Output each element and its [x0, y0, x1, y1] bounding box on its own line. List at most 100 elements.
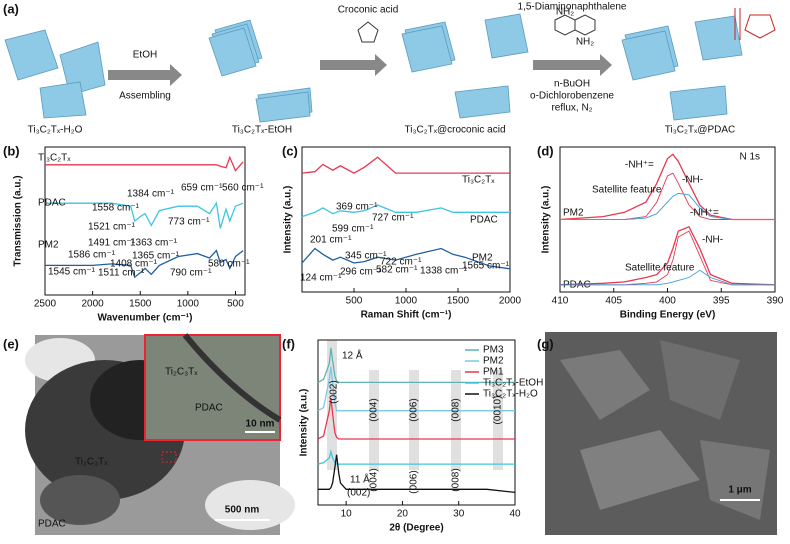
arrow — [108, 64, 182, 86]
stack — [208, 19, 313, 123]
annotation: (0010) — [493, 396, 504, 425]
annotation: -NH⁺= — [625, 160, 654, 171]
x-tick-label: 20 — [397, 509, 409, 520]
x-axis-label: Raman Shift (cm⁻¹) — [361, 310, 452, 321]
annotation: 1365 cm⁻¹ — [132, 251, 180, 262]
x-tick-label: 2000 — [81, 299, 104, 310]
series-line — [317, 449, 515, 465]
annotation: (002) — [329, 380, 340, 403]
label: Ti₃C₂Tₓ-EtOH — [232, 125, 292, 136]
panel-label: (c) — [282, 143, 298, 158]
legend-label: Ti₃C₂Tₓ-EtOH — [483, 378, 543, 389]
x-tick-label: 2500 — [34, 299, 57, 310]
annotation: -NH- — [702, 235, 723, 246]
label: Ti₃C₂Tₓ-H₂O — [28, 125, 83, 136]
annotation: -NH- — [682, 175, 703, 186]
x-axis-label: 2θ (Degree) — [389, 523, 443, 534]
x-axis-label: Binding Energy (eV) — [620, 310, 716, 321]
x-tick-label: 500 — [227, 299, 244, 310]
label: EtOH — [133, 50, 157, 61]
x-tick-label: 30 — [453, 509, 465, 520]
series-line — [317, 366, 515, 412]
annotation: (006) — [409, 470, 420, 493]
annotation: 1586 cm⁻¹ — [68, 250, 116, 261]
series-label: PDAC — [470, 215, 498, 226]
annotation: 790 cm⁻¹ — [170, 268, 212, 279]
annotation: 1363 cm⁻¹ — [130, 238, 178, 249]
stack-red — [621, 8, 776, 121]
arrow — [533, 54, 612, 76]
x-tick-label: 400 — [659, 296, 676, 307]
legend-label: PM3 — [483, 345, 504, 356]
annotation: (004) — [369, 468, 380, 491]
label: 1 μm — [728, 485, 751, 496]
x-tick-label: 410 — [552, 296, 569, 307]
series-line — [317, 347, 515, 384]
plot-frame — [317, 339, 516, 506]
scheme — [4, 8, 776, 123]
stack-yellow — [401, 13, 529, 119]
annotation: 11 Å — [350, 473, 370, 486]
y-axis-label: Intensity (a.u.) — [541, 186, 552, 254]
label: 10 nm — [246, 419, 275, 430]
annotation: 1491 cm⁻¹ — [88, 238, 136, 249]
annotation: 1521 cm⁻¹ — [88, 222, 136, 233]
series-line — [301, 156, 510, 174]
label: NH₂ — [556, 7, 574, 18]
x-tick-label: 1500 — [129, 299, 152, 310]
panel-label: (g) — [537, 336, 554, 351]
annotation: 580 cm⁻¹ — [208, 259, 250, 270]
annotation: 296 cm⁻¹ — [340, 267, 382, 278]
annotation: 1565 cm⁻¹ — [462, 261, 510, 272]
croconic-ring — [357, 21, 379, 43]
annotation: 599 cm⁻¹ — [332, 224, 374, 235]
x-axis-label: Wavenumber (cm⁻¹) — [98, 313, 193, 324]
legend-label: PM1 — [483, 367, 504, 378]
label: Ti₃C₂Tₓ@croconic acid — [404, 125, 505, 136]
arrow — [320, 54, 387, 76]
annotation: 369 cm⁻¹ — [336, 202, 378, 213]
panel-label: (f) — [282, 336, 295, 351]
annotation: 1408 cm⁻¹ — [110, 259, 158, 270]
label: Ti₂C₃Tₓ — [75, 457, 108, 468]
x-tick-label: 395 — [713, 296, 730, 307]
series-label: Ti₃C₂Tₓ — [38, 153, 71, 164]
panel-label: (b) — [3, 143, 20, 158]
label: NH₂ — [576, 37, 594, 48]
sheet — [59, 41, 106, 96]
series-line — [318, 454, 516, 494]
panel-label: (d) — [537, 143, 554, 158]
annotation: Satellite feature — [592, 185, 662, 196]
annotation: (004) — [369, 398, 380, 421]
annotation: 727 cm⁻¹ — [372, 213, 414, 224]
label: PDAC — [38, 519, 66, 530]
x-tick-label: 1000 — [395, 296, 418, 307]
x-tick-label: 1500 — [447, 296, 470, 307]
label: PDAC — [195, 403, 223, 414]
legend-label: Ti₃C₂Tₓ-H₂O — [483, 389, 538, 400]
annotation: 124 cm⁻¹ — [300, 273, 342, 284]
y-axis-label: Intensity (a.u.) — [299, 389, 310, 457]
annotation: 201 cm⁻¹ — [310, 235, 352, 246]
annotation: (002) — [347, 488, 370, 499]
plot-frame — [44, 146, 246, 296]
x-tick-label: 405 — [605, 296, 622, 307]
series-label: Ti₃C₂Tₓ — [462, 175, 495, 186]
series-line — [317, 398, 515, 440]
annotation: (006) — [409, 398, 420, 421]
annotation: 12 Å — [342, 349, 363, 362]
x-tick-label: 390 — [767, 296, 784, 307]
sem-image — [545, 332, 777, 535]
x-tick-label: 2000 — [499, 296, 522, 307]
tem-image — [25, 333, 295, 535]
annotation: 1558 cm⁻¹ — [92, 203, 140, 214]
label: Ti₂C₃Tₓ — [165, 367, 198, 378]
annotation: 582 cm⁻¹ — [376, 265, 418, 276]
series-line — [560, 192, 775, 220]
legend-label: PM2 — [483, 356, 504, 367]
x-tick-label: 40 — [509, 509, 521, 520]
series-label: PDAC — [38, 198, 66, 209]
y-axis-label: Transmission (a.u.) — [13, 175, 24, 266]
annotation: (008) — [451, 468, 462, 491]
